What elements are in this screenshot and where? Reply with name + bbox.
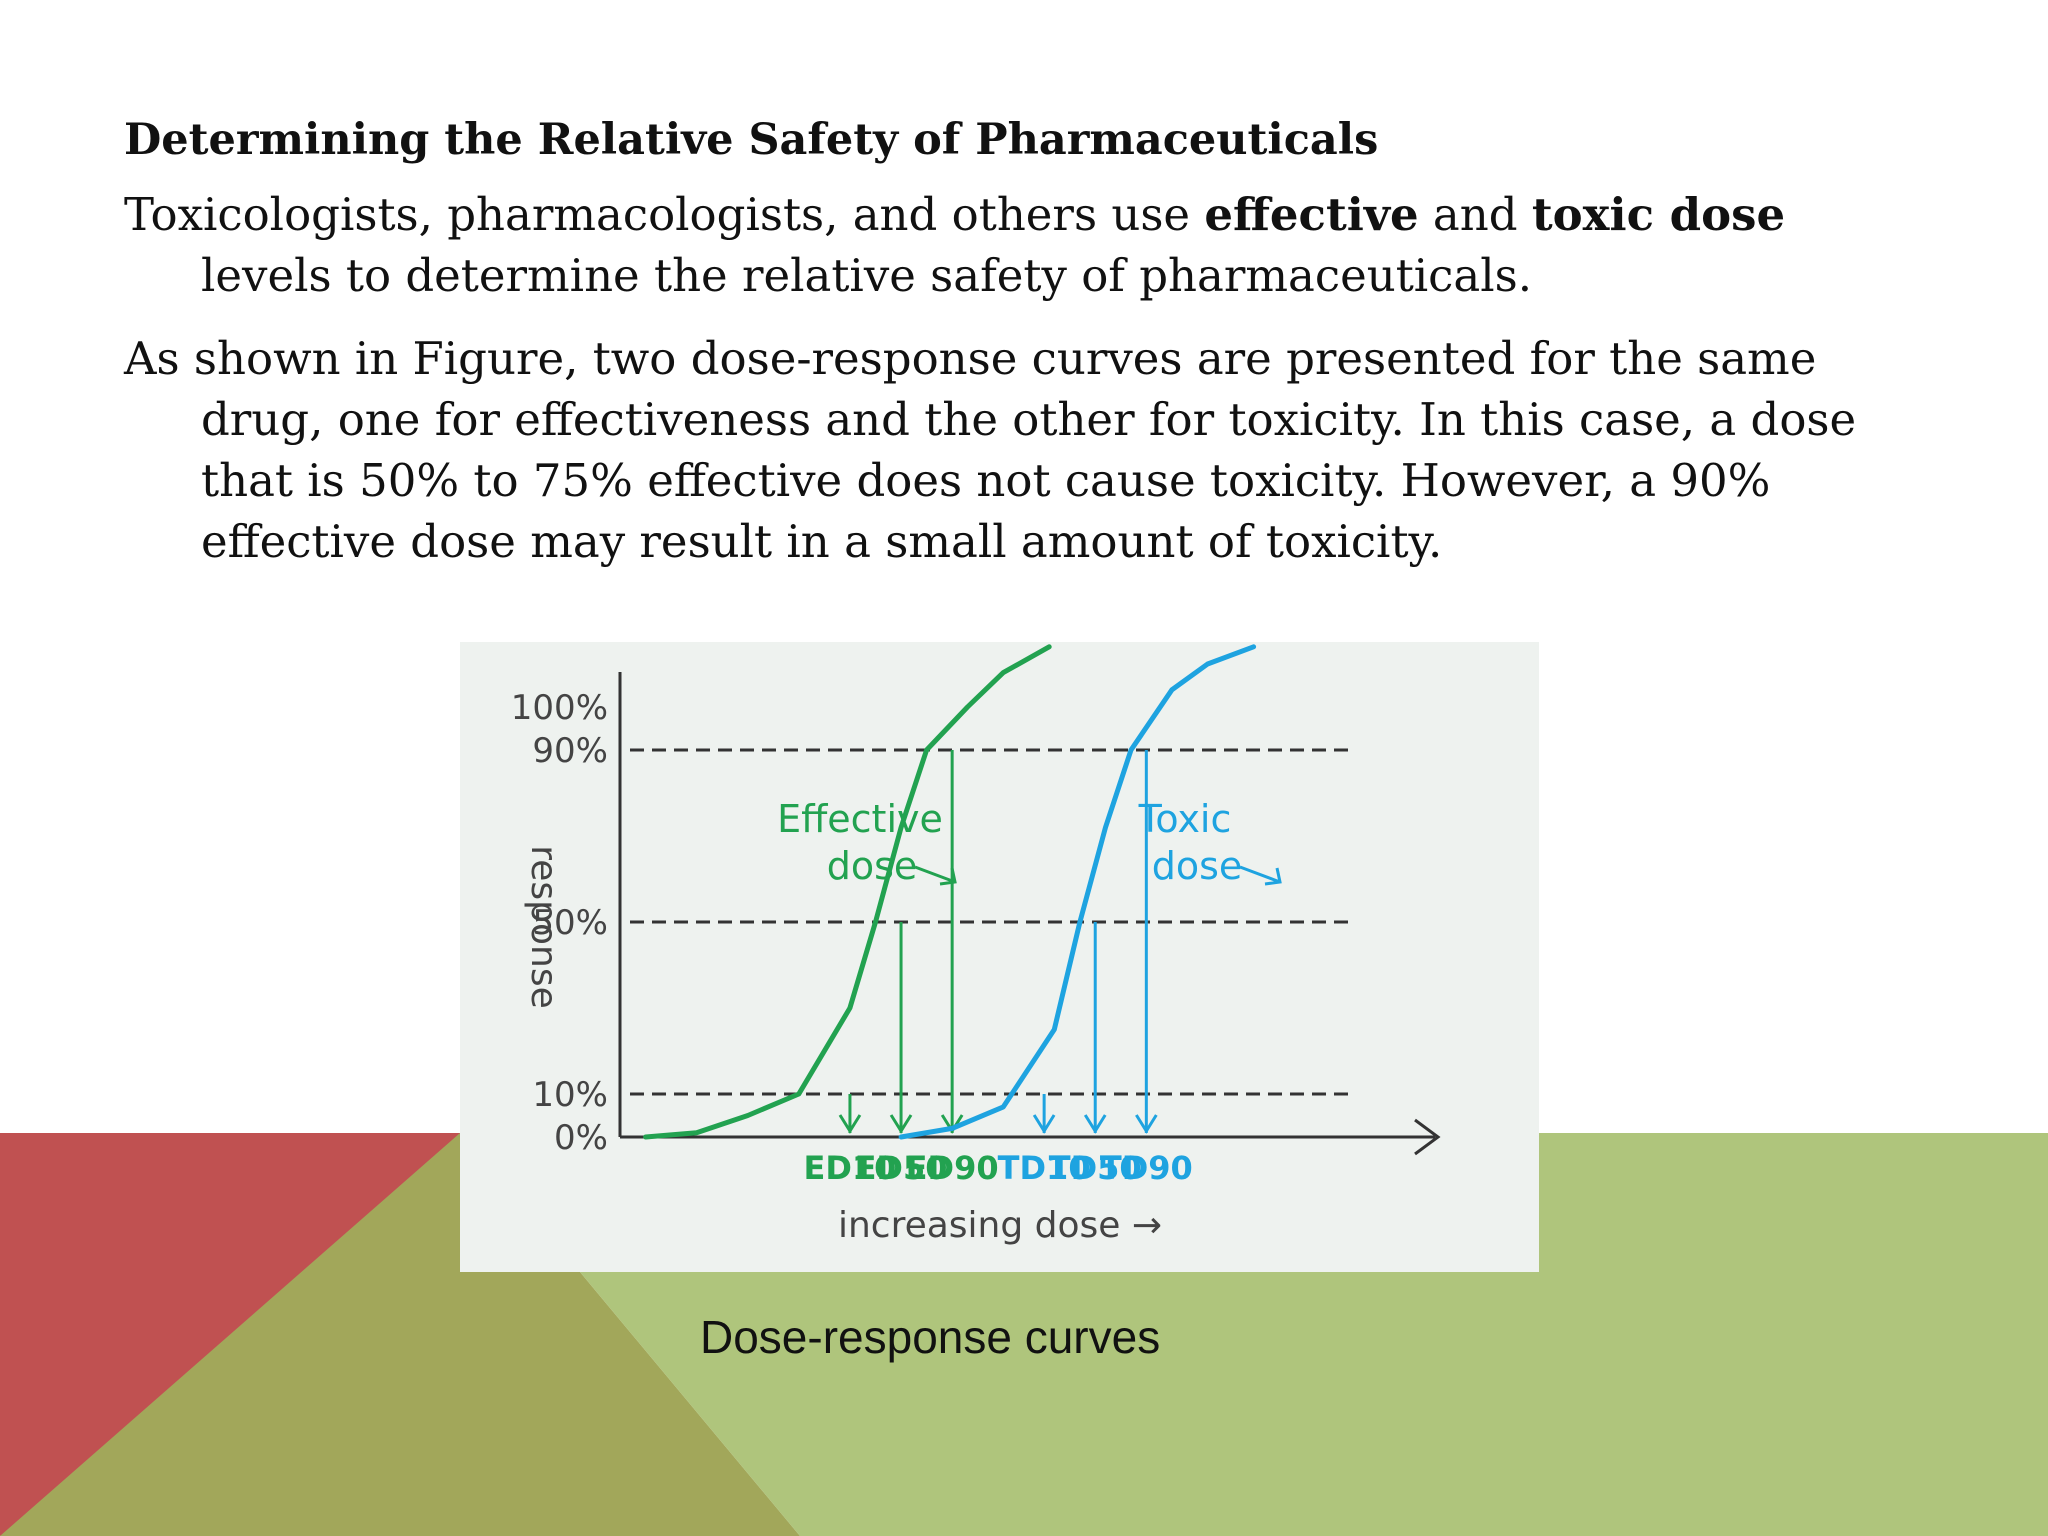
toxic-dose-curve [898,644,1257,1140]
curve-annotation-arrow [1239,865,1282,886]
slide-title: Determining the Relative Safety of Pharm… [124,115,1379,165]
x-axis-label: increasing dose → [838,1205,1162,1246]
p1-text-c: levels to determine the relative safety … [201,249,1532,302]
bg-olive-shape [0,1133,800,1536]
paragraph-2: As shown in Figure, two dose-response cu… [124,332,1857,568]
dose-marker-arrow [1032,1114,1056,1134]
dose-marker-label: TD10 [998,1149,1091,1187]
dose-marker-label: TD90 [1100,1149,1193,1187]
p1-bold-effective: effective [1204,188,1419,241]
dose-marker-arrow [940,1114,964,1134]
bg-light-green-shape [580,1133,2048,1536]
effective-dose-curve [643,644,1052,1140]
dose-marker-arrow [889,1114,913,1134]
y-tick-label: 100% [511,688,608,728]
dose-marker-label: ED50 [855,1149,948,1187]
curve-annotation-line2: dose [1152,844,1243,888]
curve-annotation-line1: Toxic [1138,797,1232,841]
y-tick-label: 0% [554,1118,608,1158]
y-tick-label: 90% [532,731,608,771]
dose-marker-arrow [1135,1114,1158,1134]
curve-annotation-line2: dose [827,844,918,888]
curve-annotation-arrow [914,865,957,886]
slide-body: Determining the Relative Safety of Pharm… [124,110,1914,594]
paragraph-1: Toxicologists, pharmacologists, and othe… [124,184,1914,306]
curve-annotation-line1: Effective [777,797,943,841]
dose-response-figure: 100% 90% 50% 10% 0% response ED10 ED50 ED90 Effec… [460,642,1539,1272]
dose-marker-label: TD50 [1049,1149,1142,1187]
dose-marker-arrow [838,1114,862,1134]
y-axis-label: response [523,845,564,1009]
p1-text-b: and [1418,188,1532,241]
x-axis-arrowhead [1414,1118,1441,1156]
dose-marker-label: ED90 [906,1149,999,1187]
y-tick-label: 50% [532,903,608,943]
p1-text-a: Toxicologists, pharmacologists, and othe… [124,188,1205,241]
y-tick-label: 10% [532,1075,608,1115]
figure-caption: Dose-response curves [700,1311,1161,1363]
p1-bold-toxic-dose: toxic dose [1531,188,1786,241]
dose-marker-label: ED10 [803,1149,896,1187]
dose-marker-arrow [1083,1114,1107,1134]
